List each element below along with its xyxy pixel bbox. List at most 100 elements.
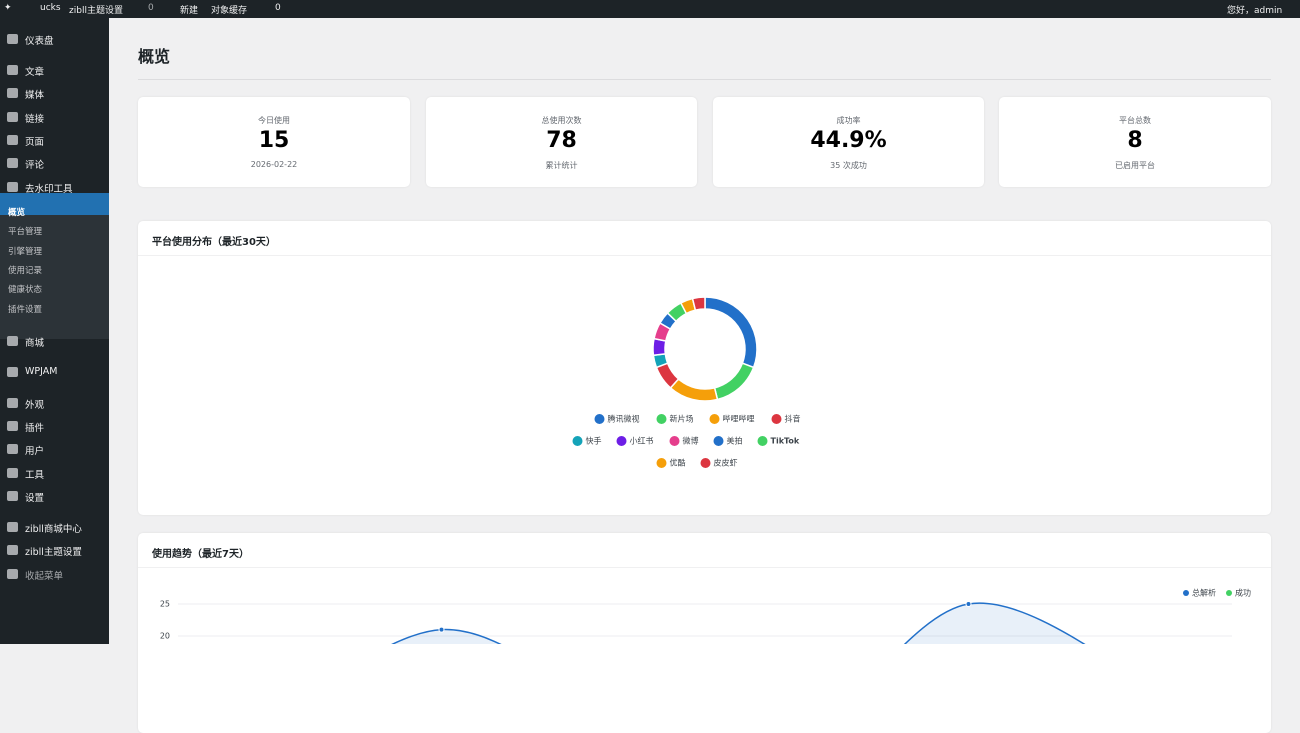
legend-label: 哔哩哔哩 (723, 415, 755, 424)
legend-swatch (709, 414, 720, 424)
legend-swatch (594, 414, 605, 424)
admin-bar: ✦ ucks zibll主题设置 0 新建 对象缓存 0 您好，admin (0, 0, 1300, 18)
stat-card: 今日使用 15 2026-02-22 (138, 97, 410, 187)
menu-item[interactable]: 链接 (25, 114, 45, 125)
legend-swatch (713, 436, 724, 446)
stat-card: 平台总数 8 已启用平台 (999, 97, 1271, 187)
menu-item[interactable]: 插件 (25, 423, 45, 434)
wp-logo[interactable]: ✦ (4, 3, 12, 13)
stat-value: 15 (258, 128, 290, 153)
menu-item[interactable]: 外观 (25, 400, 45, 411)
menu-item[interactable]: 仪表盘 (25, 36, 54, 47)
links-count[interactable]: 0 (275, 3, 281, 13)
submenu-item[interactable]: 概览 (8, 208, 26, 218)
menu-item[interactable]: 工具 (25, 470, 45, 481)
legend-label: 美拍 (727, 436, 743, 446)
menu-item[interactable]: 收起菜单 (25, 571, 64, 582)
menu-icon (7, 34, 18, 44)
menu-icon (7, 468, 18, 478)
site-link[interactable]: ucks (40, 3, 61, 13)
legend-swatch (757, 436, 768, 446)
menu-icon (7, 421, 18, 431)
stat-label: 成功率 (836, 116, 861, 125)
legend-label: TikTok (771, 437, 800, 446)
stat-label: 平台总数 (1119, 116, 1151, 125)
legend-swatch (1183, 590, 1189, 596)
legend-label: 抖音 (785, 414, 801, 424)
submenu-bg (0, 215, 109, 339)
menu-icon (7, 367, 18, 377)
legend-swatch (700, 458, 711, 468)
submenu-item[interactable]: 插件设置 (8, 304, 43, 315)
menu-item[interactable]: 文章 (25, 67, 45, 78)
pane-title: 平台使用分布（最近30天） (152, 237, 276, 248)
pane-title: 使用趋势（最近7天） (152, 549, 249, 560)
slice (704, 296, 758, 369)
slice (669, 377, 719, 402)
menu-item[interactable]: zibll主题设置 (25, 547, 82, 558)
series-area (393, 603, 1085, 644)
menu-item[interactable]: 评论 (25, 160, 45, 171)
cache-link[interactable]: 对象缓存 (211, 6, 248, 16)
page-title: 概览 (138, 47, 171, 66)
comments[interactable]: 0 (148, 3, 154, 13)
menu-icon (7, 522, 18, 532)
stat-label: 总使用次数 (541, 116, 582, 125)
menu-item[interactable]: 页面 (25, 137, 45, 148)
stat-card: 成功率 44.9% 35 次成功 (713, 97, 984, 187)
stat-label: 今日使用 (258, 116, 290, 125)
menu-icon (7, 88, 18, 98)
menu-icon (7, 112, 18, 122)
menu-icon (7, 158, 18, 168)
legend-label: 微博 (683, 436, 699, 446)
submenu-item[interactable]: 健康状态 (8, 285, 43, 296)
legend-swatch (656, 414, 667, 424)
menu-item[interactable]: 设置 (25, 493, 45, 504)
greeting[interactable]: 您好，admin (1227, 6, 1283, 16)
legend-swatch (669, 436, 680, 446)
menu-icon (7, 569, 18, 579)
submenu-item[interactable]: 使用记录 (8, 265, 43, 276)
legend-swatch (572, 436, 583, 446)
stat-note: 累计统计 (545, 161, 578, 170)
legend-swatch (656, 458, 667, 468)
stat-value: 78 (546, 128, 577, 153)
stat-note: 已启用平台 (1115, 161, 1155, 170)
menu-icon (7, 545, 18, 555)
menu-icon (7, 491, 18, 501)
menu-item[interactable]: WPJAM (25, 366, 58, 377)
legend-swatch (1226, 590, 1232, 596)
divider (138, 79, 1271, 80)
active-menu-bg (0, 193, 109, 215)
stat-card: 总使用次数 78 累计统计 (426, 97, 697, 187)
menu-item[interactable]: 媒体 (25, 90, 45, 101)
menu-item[interactable]: 商城 (25, 338, 45, 349)
legend-label: 腾讯微视 (608, 414, 640, 424)
menu-item[interactable]: 去水印工具 (25, 184, 73, 195)
legend-label: 新片场 (670, 414, 694, 424)
legend-label: 成功 (1235, 588, 1251, 598)
menu-icon (7, 444, 18, 454)
menu-icon (7, 336, 18, 346)
menu-icon (7, 182, 18, 192)
theme-link[interactable]: zibll主题设置 (69, 6, 123, 16)
submenu-item[interactable]: 引擎管理 (8, 246, 43, 257)
new-link[interactable]: 新建 (180, 6, 199, 16)
legend-swatch (771, 414, 782, 424)
legend-label: 快手 (586, 436, 602, 446)
charts: 腾讯微视新片场哔哩哔哩抖音快手小红书微博美拍TikTok优酷皮皮虾0510152… (160, 296, 1251, 644)
legend-label: 小红书 (630, 436, 654, 446)
menu-item[interactable]: zibll商城中心 (25, 524, 82, 535)
submenu-item[interactable]: 平台管理 (8, 227, 43, 238)
point (965, 601, 972, 607)
series-line (391, 602, 1086, 644)
menu-icon (7, 398, 18, 408)
menu-icon (7, 65, 18, 75)
menu-icon (7, 135, 18, 145)
stat-note: 2026-02-22 (250, 160, 298, 169)
sidebar: 仪表盘文章媒体链接页面评论去水印工具商城 WPJAM 外观插件用户工具设置 zibll… (0, 18, 109, 644)
stat-value: 8 (1127, 128, 1143, 153)
stat-note: 35 次成功 (830, 161, 867, 170)
menu-item[interactable]: 用户 (25, 446, 45, 457)
